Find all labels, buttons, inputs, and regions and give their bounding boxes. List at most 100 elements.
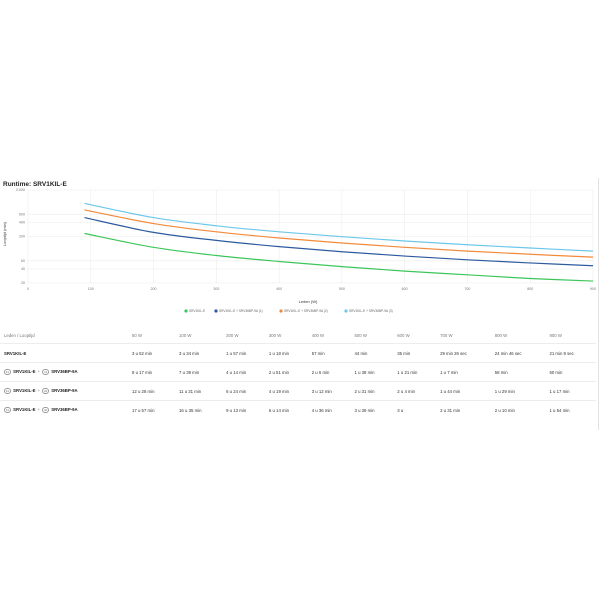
legend-marker[interactable] [344,309,348,313]
y-axis-label: Looptijd (min) [2,221,7,246]
quantity-chip: 1x [4,369,12,375]
runtime-cell: 9 u 13 min [222,400,265,419]
runtime-cell: 1 u 57 min [222,343,265,363]
column-header: 900 W [549,332,562,338]
x-axis-ticks: 0 100 200 300 400 500 600 700 800 900 [27,287,596,291]
legend-marker[interactable] [184,309,188,313]
x-tick-label: 0 [27,287,29,291]
plus-sign: + [37,388,41,393]
runtime-cell: 50 min [545,362,596,382]
runtime-chart: 2.000 600 400 200 60 40 20 0 100 200 300 400 500 600… [2,188,596,313]
runtime-cell: 2 u 51 min [264,362,308,382]
x-tick-label: 400 [276,287,282,291]
runtime-cell: 2 u 10 min [490,400,546,419]
runtime-cell: 2 u 4 min [393,381,437,401]
runtime-cell: 57 min [307,343,351,363]
legend-label[interactable]: SRV1KIL-E + SRV36BP-9A (2) [284,309,328,313]
row-product-cell: SRV1KIL-E [0,343,128,363]
series-line-2[interactable] [84,217,594,267]
battery-name: SRV36BP-9A [51,369,78,374]
runtime-cell: 3 u 52 min [128,343,176,363]
row-product-cell: 1x SRV1KIL-E +1x SRV36BP-9A [0,362,128,382]
runtime-panel [0,178,599,430]
runtime-cell: 29 min 26 sec [436,343,491,363]
runtime-cell: 11 u 31 min [175,381,223,401]
series-line-4[interactable] [84,202,594,252]
y-tick-label: 40 [21,267,25,271]
chart-title: Runtime: SRV1KIL-E [3,181,67,188]
x-tick-label: 600 [402,287,408,291]
column-header: 300 W [268,332,282,338]
runtime-cell: 3 u 39 min [350,400,394,419]
x-tick-label: 900 [590,287,596,291]
table-header-label: Leden / Looptijd [4,332,35,338]
series-line-1[interactable] [84,232,594,282]
plus-sign: + [37,407,41,412]
column-header: 400 W [311,332,325,338]
product-name: SRV1KIL-E [13,369,36,374]
runtime-cell: 8 u 17 min [128,362,176,382]
chart-legend: SRV1KIL-E SRV1KIL-E + SRV36BP-9A (1) SRV1K… [184,309,393,313]
y-tick-label: 20 [21,281,25,285]
runtime-cell: 4 u 14 min [222,362,265,382]
quantity-chip: 1x [42,369,50,375]
table-row: 1x SRV1KIL-E +1x SRV36BP-9A 8 u 17 min 7 u 39… [0,362,596,382]
x-tick-label: 700 [464,287,470,291]
quantity-chip: 1x [4,407,12,413]
runtime-cell: 1 u 17 min [545,381,596,401]
product-name: SRV1KIL-E [4,350,27,356]
legend-marker[interactable] [214,309,218,313]
runtime-cell: 6 u 24 min [222,381,265,401]
column-header: 800 W [494,332,508,338]
x-tick-label: 100 [88,287,94,291]
runtime-cell: 21 min 9 sec [545,343,596,363]
runtime-cell: 35 min [393,343,437,363]
runtime-cell: 1 u 21 min [393,362,437,382]
runtime-cell: 17 u 57 min [128,400,176,419]
runtime-cell: 1 u 29 min [490,381,546,401]
runtime-cell: 1 u 38 min [350,362,394,382]
runtime-cell: 12 u 28 min [128,381,176,401]
quantity-chip: 2x [42,388,50,394]
legend-marker[interactable] [279,309,283,313]
chart-grid [27,189,594,284]
runtime-cell: 6 u 14 min [264,400,308,419]
runtime-cell: 4 u 19 min [264,381,308,401]
runtime-cell: 2 u 31 min [350,381,394,401]
runtime-cell: 1 u 7 min [436,362,491,382]
legend-label[interactable]: SRV1KIL-E [189,309,205,313]
x-tick-label: 500 [339,287,345,291]
y-tick-label: 600 [19,213,25,217]
runtime-cell: 7 u 39 min [175,362,223,382]
x-tick-label: 300 [213,287,219,291]
runtime-cell: 16 u 35 min [175,400,223,419]
runtime-cell: 3 u 34 min [175,343,223,363]
runtime-cell: 58 min [490,362,546,382]
runtime-cell: 2 u 31 min [436,400,491,419]
plus-sign: + [37,369,41,374]
row-product-cell: 1x SRV1KIL-E +2x SRV36BP-9A [0,381,128,401]
runtime-cell: 2 u 6 min [307,362,351,382]
runtime-cell: 4 u 36 min [307,400,351,419]
series-lines [84,202,594,282]
battery-name: SRV36BP-9A [51,407,78,412]
product-name: SRV1KIL-E [13,388,36,393]
legend-label[interactable]: SRV1KIL-E + SRV36BP-9A (1) [219,309,263,313]
table-row: 1x SRV1KIL-E +2x SRV36BP-9A 12 u 28 min 11 u … [0,381,596,401]
runtime-cell: 1 u 44 min [436,381,491,401]
runtime-cell: 1 u 18 min [264,343,308,363]
runtime-table: Leden / Looptijd 50 W 100 W 200 W 300 W … [0,327,596,419]
legend-label[interactable]: SRV1KIL-E + SRV36BP-9A (3) [349,309,393,313]
y-tick-label: 60 [21,259,25,263]
y-tick-label: 200 [19,235,25,239]
series-line-3[interactable] [84,209,594,258]
quantity-chip: 1x [4,388,12,394]
x-axis-label: Leden (W) [299,299,318,304]
table-row: SRV1KIL-E 3 u 52 min 3 u 34 min 1 u 57 min 1… [0,343,596,363]
column-header: 200 W [226,332,239,338]
product-name: SRV1KIL-E [13,407,36,412]
column-header: 100 W [179,332,192,338]
battery-name: SRV36BP-9A [51,388,78,393]
y-tick-label: 2.000 [16,188,25,192]
row-product-cell: 1x SRV1KIL-E +3x SRV36BP-9A [0,400,128,419]
